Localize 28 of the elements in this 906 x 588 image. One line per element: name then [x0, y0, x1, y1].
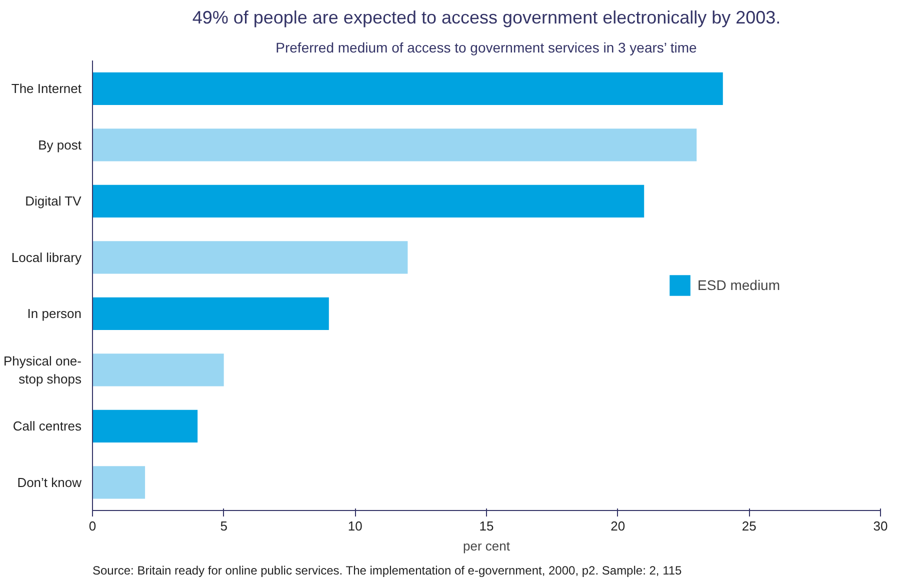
bar [92, 72, 723, 105]
x-tick-label: 25 [742, 518, 756, 534]
chart-title: 49% of people are expected to access government electronically by 2003. [192, 8, 781, 28]
bar [92, 354, 224, 386]
x-tick-label: 10 [348, 518, 362, 534]
y-tick-label: The Internet [11, 81, 82, 96]
y-tick-label: By post [38, 137, 82, 152]
bar [92, 241, 408, 274]
y-tick-label: Digital TV [25, 194, 82, 209]
y-tick-label: In person [27, 306, 82, 322]
chart-subtitle: Preferred medium of access to government services in 3 years’ time [276, 40, 698, 56]
source-note: Source: Britain ready for online public services. The implementation of e-government, 2000, p2. Sample: 2, 115 [92, 564, 682, 578]
legend-label: ESD medium [698, 277, 780, 293]
bar [92, 466, 146, 499]
bar [92, 410, 198, 442]
y-tick-label: Don’t know [17, 474, 82, 490]
x-axis-title: per cent [463, 538, 510, 554]
bar [92, 128, 697, 162]
x-tick-label: 15 [479, 518, 494, 534]
x-tick-label: 30 [873, 518, 888, 534]
bar [92, 297, 329, 330]
x-tick-label: 5 [220, 518, 228, 534]
y-tick-label: Local library [11, 250, 82, 265]
x-tick-label: 0 [88, 518, 96, 534]
y-tick-label: Call centres [12, 418, 82, 434]
bar [92, 184, 644, 218]
y-tick-label: Physical one-stop shops [3, 353, 82, 386]
x-tick-label: 20 [610, 518, 626, 534]
